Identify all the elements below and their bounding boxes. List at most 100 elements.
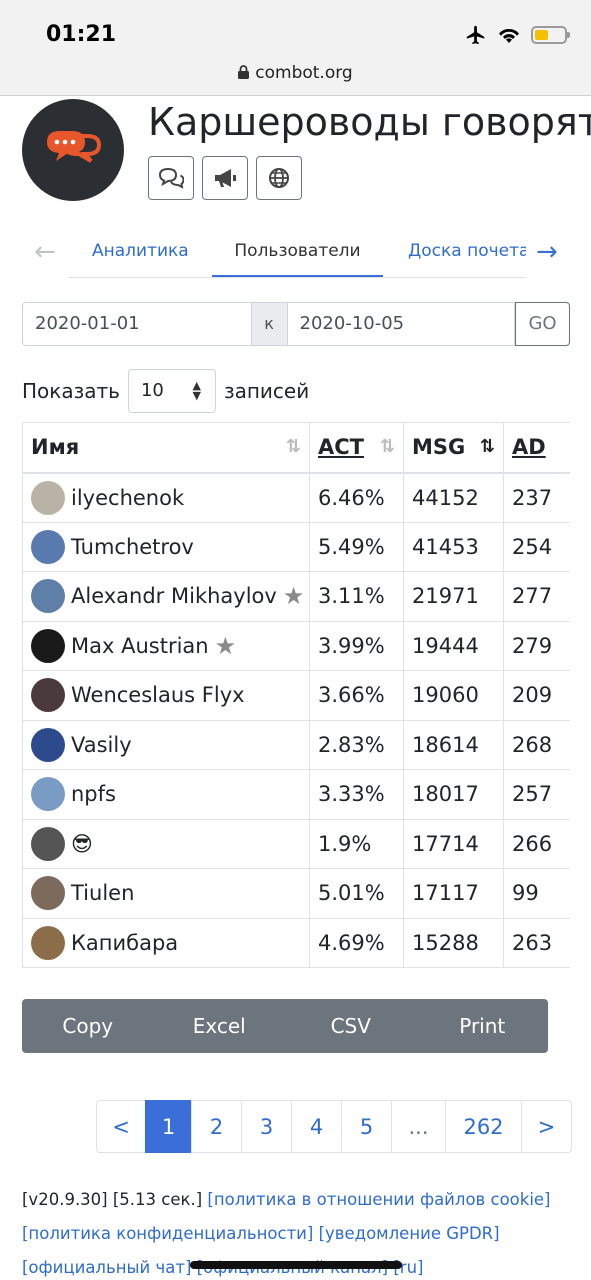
user-cell[interactable]: Wenceslaus Flyx xyxy=(22,670,310,721)
tab-analytics[interactable]: Аналитика xyxy=(92,241,189,261)
user-name[interactable]: Vasily xyxy=(71,732,132,757)
user-name[interactable]: Wenceslaus Flyx xyxy=(71,683,245,708)
table-row[interactable]: Tumchetrov 5.49% 41453 254 xyxy=(22,521,570,572)
gdpr-link[interactable]: [уведомление GPDR] xyxy=(318,1224,500,1243)
date-from-input[interactable]: 2020-01-01 xyxy=(22,302,252,346)
wifi-icon xyxy=(499,28,519,43)
official-chat-link[interactable]: [официальный чат] xyxy=(22,1258,192,1277)
url-bar[interactable]: combot.org xyxy=(0,58,591,96)
column-header-msg[interactable]: MSG ⇅ xyxy=(403,422,504,474)
table-row[interactable]: Alexandr Mikhaylov ★ 3.11% 21971 277 xyxy=(22,571,570,622)
user-cell[interactable]: Max Austrian ★ xyxy=(22,620,310,671)
page-length-select[interactable]: 10 ▲ ▼ xyxy=(127,369,216,413)
star-icon: ★ xyxy=(214,631,237,660)
act-cell: 3.33% xyxy=(309,769,404,820)
date-range: 2020-01-01 к 2020-10-05 GO xyxy=(22,302,570,346)
website-button[interactable] xyxy=(256,156,302,200)
tabs-divider xyxy=(68,277,526,278)
page-1[interactable]: 1 xyxy=(145,1100,192,1153)
user-avatar xyxy=(31,678,65,713)
sort-icon: ⇅ xyxy=(285,436,301,457)
act-cell: 1.9% xyxy=(309,818,404,869)
status-bar: 01:21 xyxy=(0,0,591,58)
user-cell[interactable]: Капибара xyxy=(22,917,310,968)
msg-cell: 41453 xyxy=(403,521,504,572)
csv-button[interactable]: CSV xyxy=(330,1014,371,1038)
ad-cell: 209 xyxy=(503,670,570,721)
group-chat-button[interactable] xyxy=(148,156,194,200)
cookie-policy-link[interactable]: [политика в отношении файлов cookie] xyxy=(207,1190,551,1209)
table-row[interactable]: ilyechenok 6.46% 44152 237 xyxy=(22,472,570,523)
table-row[interactable]: 😎 1.9% 17714 266 xyxy=(22,818,570,869)
user-cell[interactable]: npfs xyxy=(22,769,310,820)
act-cell: 3.11% xyxy=(309,571,404,622)
act-cell: 3.99% xyxy=(309,620,404,671)
ad-cell: 277 xyxy=(503,571,570,622)
page-5[interactable]: 5 xyxy=(341,1100,392,1153)
page-3[interactable]: 3 xyxy=(241,1100,292,1153)
user-name[interactable]: Max Austrian xyxy=(71,633,209,658)
select-caret-icon: ▲ ▼ xyxy=(192,379,201,402)
tab-users[interactable]: Пользователи xyxy=(234,241,361,261)
table-row[interactable]: Wenceslaus Flyx 3.66% 19060 209 xyxy=(22,670,570,721)
column-header-ad[interactable]: AD⇅ xyxy=(503,422,570,474)
msg-cell: 21971 xyxy=(403,571,504,622)
user-avatar xyxy=(31,925,65,960)
act-cell: 4.69% xyxy=(309,917,404,968)
user-name[interactable]: Tiulen xyxy=(71,881,135,906)
table-row[interactable]: Max Austrian ★ 3.99% 19444 279 xyxy=(22,620,570,671)
page-prev[interactable]: < xyxy=(96,1100,146,1153)
user-cell[interactable]: Alexandr Mikhaylov ★ xyxy=(22,571,310,622)
column-header-act[interactable]: ACT ⇅ xyxy=(309,422,404,474)
user-name[interactable]: ilyechenok xyxy=(71,485,185,510)
page-2[interactable]: 2 xyxy=(191,1100,242,1153)
user-cell[interactable]: Tiulen xyxy=(22,868,310,919)
excel-button[interactable]: Excel xyxy=(192,1014,246,1038)
user-cell[interactable]: Tumchetrov xyxy=(22,521,310,572)
user-cell[interactable]: ilyechenok xyxy=(22,472,310,523)
user-cell[interactable]: 😎 xyxy=(22,818,310,869)
globe-icon xyxy=(269,168,289,188)
table-row[interactable]: npfs 3.33% 18017 257 xyxy=(22,769,570,820)
go-button[interactable]: GO xyxy=(515,302,570,346)
msg-cell: 17117 xyxy=(403,868,504,919)
arrow-left-icon[interactable]: ← xyxy=(34,237,56,267)
ad-cell: 99 xyxy=(503,868,570,919)
user-avatar xyxy=(31,727,65,762)
table-row[interactable]: Tiulen 5.01% 17117 99 xyxy=(22,868,570,919)
channel-button[interactable] xyxy=(202,156,248,200)
act-cell: 2.83% xyxy=(309,719,404,770)
user-name[interactable]: Tumchetrov xyxy=(71,534,194,559)
ad-cell: 266 xyxy=(503,818,570,869)
user-avatar xyxy=(31,480,65,515)
table-row[interactable]: Vasily 2.83% 18614 268 xyxy=(22,719,570,770)
table-row[interactable]: Капибара 4.69% 15288 263 xyxy=(22,917,570,968)
page-next[interactable]: > xyxy=(521,1100,572,1153)
act-cell: 5.49% xyxy=(309,521,404,572)
date-to-input[interactable]: 2020-10-05 xyxy=(286,302,516,346)
privacy-policy-link[interactable]: [политика конфиденциальности] xyxy=(22,1224,314,1243)
user-name[interactable]: npfs xyxy=(71,782,116,807)
user-avatar xyxy=(31,628,65,663)
tab-leaderboard[interactable]: Доска почета xyxy=(408,241,526,261)
user-name[interactable]: 😎 xyxy=(71,831,93,856)
battery-icon xyxy=(531,26,570,44)
show-label: Показать xyxy=(22,379,120,403)
page-last[interactable]: 262 xyxy=(445,1100,522,1153)
user-cell[interactable]: Vasily xyxy=(22,719,310,770)
page-4[interactable]: 4 xyxy=(291,1100,342,1153)
ad-cell: 279 xyxy=(503,620,570,671)
sort-desc-icon: ⇅ xyxy=(479,436,495,457)
users-table: Имя⇅ ACT⇅ MSG⇅ AD⇅ ilyechenok6.46%441522… xyxy=(22,422,570,968)
user-name[interactable]: Капибара xyxy=(71,930,179,955)
msg-cell: 19060 xyxy=(403,670,504,721)
user-avatar xyxy=(31,777,65,812)
page-length: Показать 10 ▲ ▼ записей xyxy=(22,369,309,413)
arrow-right-icon[interactable]: → xyxy=(536,237,558,267)
user-name[interactable]: Alexandr Mikhaylov xyxy=(71,584,277,609)
copy-button[interactable]: Copy xyxy=(62,1014,114,1038)
export-buttons: Copy Excel CSV Print xyxy=(22,999,548,1053)
status-time: 01:21 xyxy=(46,22,117,47)
column-header-name[interactable]: Имя ⇅ xyxy=(22,422,310,474)
print-button[interactable]: Print xyxy=(459,1014,506,1038)
